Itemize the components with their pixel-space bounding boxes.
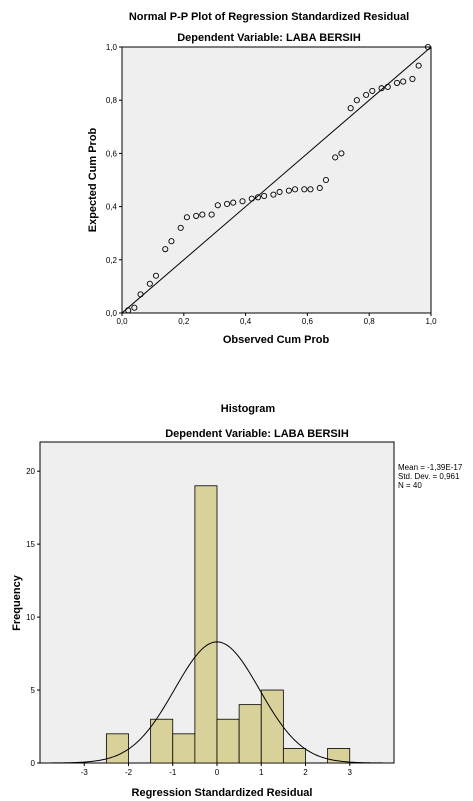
pp-point	[285, 187, 292, 194]
hist-xtick-label: 3	[348, 768, 353, 777]
pp-xlabel: Observed Cum Prob	[223, 334, 330, 346]
pp-point	[347, 105, 354, 112]
pp-point	[248, 195, 255, 202]
pp-point	[239, 198, 246, 205]
hist-ytick-label: 0	[31, 759, 36, 768]
pp-point	[168, 238, 175, 245]
pp-point	[316, 184, 323, 192]
pp-point	[322, 176, 329, 184]
pp-xtick-label: 0,8	[364, 317, 376, 326]
pp-point	[353, 97, 360, 104]
pp-point	[125, 307, 132, 314]
pp-reference-line	[121, 46, 432, 314]
pp-title: Normal P-P Plot of Regression Standardiz…	[129, 11, 409, 23]
pp-xtick-label: 1,0	[425, 317, 437, 326]
pp-point	[291, 186, 299, 193]
hist-stat-sd: Std. Dev. = 0,961	[398, 472, 460, 481]
pp-point	[183, 214, 190, 221]
pp-point	[199, 211, 206, 218]
pp-ytick-label: 0,2	[106, 256, 118, 265]
pp-xtick-label: 0,6	[302, 317, 314, 326]
pp-ytick-label: 0,8	[106, 96, 118, 105]
hist-xtick-label: 1	[259, 768, 264, 777]
pp-point	[307, 186, 314, 193]
pp-point	[152, 272, 160, 279]
pp-point	[301, 186, 308, 193]
pp-point	[415, 62, 422, 69]
hist-title: Histogram	[221, 403, 276, 415]
hist-ytick-label: 15	[26, 540, 35, 549]
pp-point	[400, 78, 407, 85]
hist-bars	[105, 485, 351, 764]
hist-bar	[105, 733, 129, 764]
pp-point	[224, 200, 231, 207]
hist-stat-mean: Mean = -1,39E-17	[398, 463, 463, 472]
pp-ytick-label: 0,0	[106, 309, 118, 318]
pp-xtick-label: 0,2	[178, 317, 190, 326]
pp-point	[208, 211, 215, 218]
pp-point	[276, 188, 283, 196]
hist-stat-n: N = 40	[398, 481, 422, 490]
hist-bar	[172, 733, 196, 764]
pp-points	[125, 43, 431, 314]
pp-point	[384, 83, 391, 90]
hist-ytick-label: 20	[26, 467, 35, 476]
hist-xtick-label: -2	[125, 768, 133, 777]
hist-ytick-label: 5	[31, 686, 36, 695]
hist-bar	[194, 485, 218, 764]
pp-point	[230, 199, 237, 206]
pp-point	[254, 194, 262, 201]
hist-xtick-label: -3	[81, 768, 89, 777]
hist-subtitle: Dependent Variable: LABA BERSIH	[165, 428, 349, 440]
hist-xtick-label: 0	[215, 768, 220, 777]
hist-xtick-label: -1	[169, 768, 177, 777]
pp-point	[193, 212, 200, 219]
pp-point	[162, 246, 169, 253]
pp-ylabel: Expected Cum Prob	[87, 127, 99, 232]
hist-ytick-label: 10	[26, 613, 35, 622]
pp-point	[146, 280, 153, 287]
hist-bar	[238, 704, 262, 764]
pp-point	[338, 150, 345, 157]
histogram: Histogram Dependent Variable: LABA BERSI…	[11, 403, 463, 799]
pp-point	[393, 79, 401, 86]
pp-subtitle: Dependent Variable: LABA BERSIH	[177, 32, 361, 44]
pp-point	[363, 91, 370, 98]
hist-bar	[150, 718, 174, 764]
pp-point	[409, 75, 416, 82]
pp-point	[261, 192, 268, 200]
hist-xtick-label: 2	[303, 768, 308, 777]
hist-xlabel: Regression Standardized Residual	[132, 787, 313, 799]
pp-point	[177, 224, 184, 231]
pp-point	[424, 43, 431, 51]
pp-point	[378, 85, 385, 92]
pp-point	[332, 154, 339, 161]
pp-point	[369, 87, 376, 94]
pp-point	[270, 191, 277, 198]
hist-axis-ticks: -3 -2 -1 0 1 2 3 0 5 10 15 20	[26, 467, 352, 777]
pp-xtick-label: 0,0	[116, 317, 128, 326]
pp-ytick-label: 0,6	[106, 149, 118, 158]
pp-point	[131, 304, 138, 311]
hist-normal-curve	[40, 641, 394, 764]
pp-ytick-label: 0,4	[106, 203, 118, 212]
pp-plot: Normal P-P Plot of Regression Standardiz…	[87, 11, 437, 346]
hist-bar	[260, 689, 284, 764]
pp-point	[137, 291, 144, 298]
hist-bar	[327, 748, 351, 764]
pp-xtick-label: 0,4	[240, 317, 252, 326]
hist-ylabel: Frequency	[11, 574, 23, 631]
hist-bar	[216, 718, 240, 764]
pp-ytick-label: 1,0	[106, 43, 118, 52]
hist-bar	[282, 748, 306, 764]
pp-point	[214, 202, 221, 209]
pp-axis-ticks: 0,0 0,2 0,4 0,6 0,8 1,0 0,0 0,2 0,4 0,6 0,8 1,0	[106, 43, 437, 326]
